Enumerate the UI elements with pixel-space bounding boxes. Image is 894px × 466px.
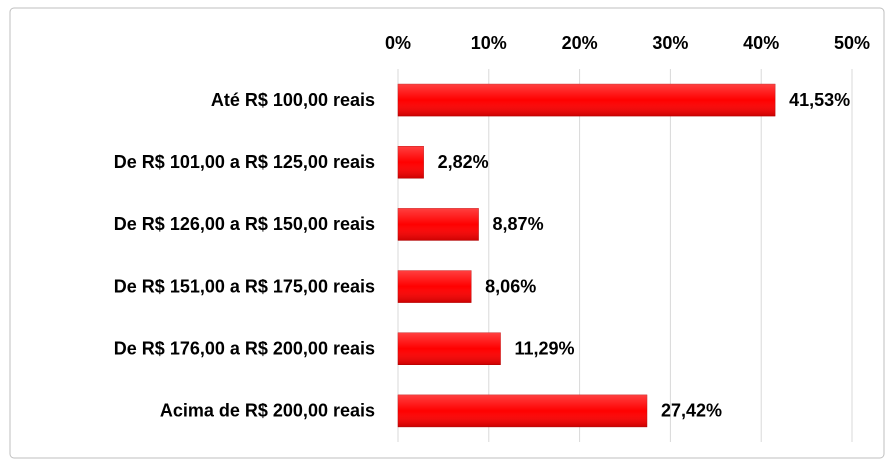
bar-shade [398, 332, 501, 365]
y-tick-label: De R$ 176,00 a R$ 200,00 reais [114, 339, 375, 359]
bar-shade [398, 146, 424, 179]
data-label: 8,87% [493, 214, 544, 234]
x-tick-label: 50% [834, 33, 870, 53]
y-tick-label: De R$ 101,00 a R$ 125,00 reais [114, 152, 375, 172]
bar-shade [398, 208, 479, 241]
data-label: 2,82% [438, 152, 489, 172]
y-tick-label: De R$ 126,00 a R$ 150,00 reais [114, 214, 375, 234]
bar-shade [398, 84, 776, 117]
y-tick-label: De R$ 151,00 a R$ 175,00 reais [114, 276, 375, 296]
y-tick-label: Acima de R$ 200,00 reais [160, 401, 375, 421]
bar-shade [398, 394, 647, 427]
data-label: 27,42% [661, 401, 722, 421]
data-label: 41,53% [789, 90, 850, 110]
x-tick-label: 10% [471, 33, 507, 53]
data-label: 8,06% [485, 276, 536, 296]
x-tick-label: 0% [385, 33, 411, 53]
x-tick-label: 40% [743, 33, 779, 53]
data-label: 11,29% [515, 339, 575, 359]
y-tick-label: Até R$ 100,00 reais [211, 90, 375, 110]
x-tick-label: 20% [562, 33, 598, 53]
bar-shade [398, 270, 472, 303]
x-tick-label: 30% [652, 33, 688, 53]
